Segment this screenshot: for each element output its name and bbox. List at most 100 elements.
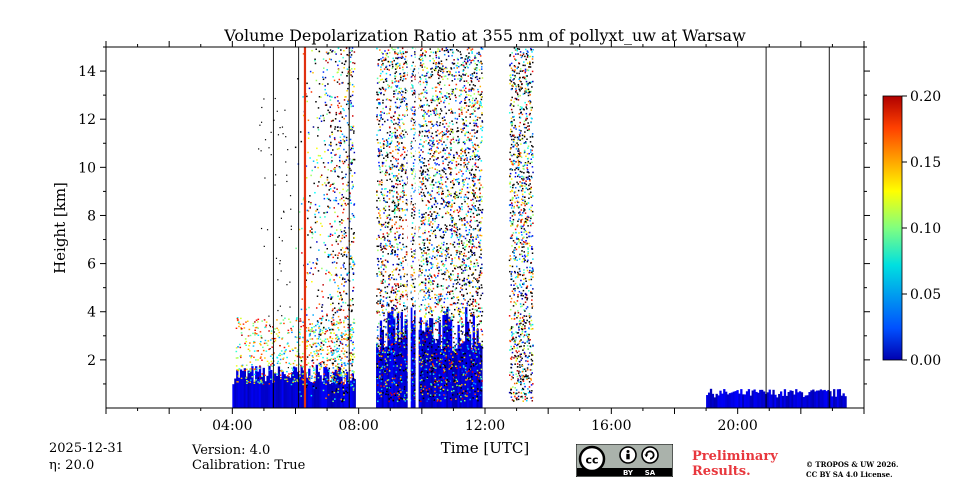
data-cell [377, 64, 380, 67]
data-cell [808, 392, 811, 408]
data-cell [302, 325, 305, 327]
data-cell [438, 164, 440, 166]
data-cell [270, 369, 273, 408]
data-cell [423, 222, 426, 225]
data-cell [351, 75, 354, 78]
data-cell [264, 381, 267, 408]
data-cell [381, 161, 384, 164]
data-cell [305, 347, 308, 350]
data-cell [347, 323, 350, 326]
data-cell [404, 55, 407, 58]
data-cell [397, 273, 400, 276]
data-cell [332, 316, 334, 319]
data-cell [474, 338, 477, 340]
data-cell [382, 350, 384, 352]
data-cell [306, 384, 308, 387]
data-cell [439, 91, 442, 93]
data-cell [413, 290, 416, 292]
data-cell [423, 281, 425, 284]
data-cell [475, 97, 477, 100]
data-cell [341, 363, 343, 366]
data-cell [268, 330, 270, 332]
data-cell [385, 383, 387, 386]
data-cell [414, 300, 416, 303]
data-cell [380, 359, 383, 361]
data-cell [288, 362, 291, 365]
data-cell [344, 251, 346, 253]
data-cell [453, 347, 455, 349]
data-cell [345, 373, 348, 376]
data-cell [466, 215, 468, 217]
data-cell [468, 59, 471, 61]
data-cell [476, 324, 479, 326]
data-cell [419, 56, 422, 58]
data-cell [334, 118, 337, 120]
data-cell [419, 186, 422, 189]
data-cell [834, 396, 838, 408]
data-cell [440, 293, 442, 295]
data-cell [324, 101, 327, 104]
data-cell [382, 62, 384, 65]
data-cell [411, 266, 413, 269]
data-cell [241, 334, 243, 336]
data-cell [437, 303, 439, 306]
data-cell [443, 75, 446, 78]
data-cell [290, 327, 292, 330]
data-cell [381, 374, 383, 376]
data-cell [460, 109, 463, 111]
data-cell [454, 351, 457, 354]
data-cell [412, 384, 414, 386]
data-cell [379, 273, 381, 276]
data-cell [429, 144, 431, 147]
data-cell [439, 98, 441, 100]
data-cell [478, 310, 480, 313]
data-cell [387, 233, 390, 235]
data-cell [418, 274, 420, 276]
data-cell [401, 291, 404, 293]
data-cell [352, 303, 354, 306]
data-cell [473, 174, 476, 176]
data-cell [314, 379, 316, 381]
data-cell [441, 264, 444, 266]
data-cell [263, 342, 266, 345]
data-cell [454, 117, 457, 120]
data-cell [436, 169, 439, 171]
data-cell [400, 332, 402, 335]
data-cell [340, 382, 342, 384]
data-cell [460, 93, 462, 96]
data-cell [337, 236, 339, 238]
data-cell [395, 90, 397, 92]
data-cell [440, 388, 442, 390]
data-cell [391, 135, 394, 138]
data-cell [478, 280, 480, 282]
data-cell [310, 329, 312, 331]
data-cell [252, 332, 254, 335]
data-cell [442, 388, 445, 391]
data-cell [450, 297, 453, 300]
data-cell [352, 286, 355, 289]
data-cell [388, 349, 390, 352]
data-cell [333, 279, 335, 281]
data-cell [383, 314, 385, 317]
data-cell [329, 106, 332, 108]
data-cell [399, 167, 401, 169]
data-cell [477, 348, 480, 350]
data-cell [376, 238, 378, 240]
data-cell [332, 75, 334, 78]
data-cell [339, 139, 342, 142]
data-cell [302, 53, 305, 55]
data-cell [406, 298, 409, 301]
data-cell [435, 338, 438, 341]
data-cell [418, 104, 421, 107]
data-cell [400, 57, 403, 59]
data-cell [427, 249, 429, 251]
data-cell [290, 383, 293, 386]
data-cell [471, 239, 474, 241]
data-cell [253, 340, 255, 343]
data-cell [454, 267, 456, 269]
data-cell [471, 204, 474, 206]
data-cell [419, 363, 421, 365]
data-cell [411, 357, 414, 360]
data-cell [322, 114, 324, 117]
data-cell [467, 274, 470, 277]
